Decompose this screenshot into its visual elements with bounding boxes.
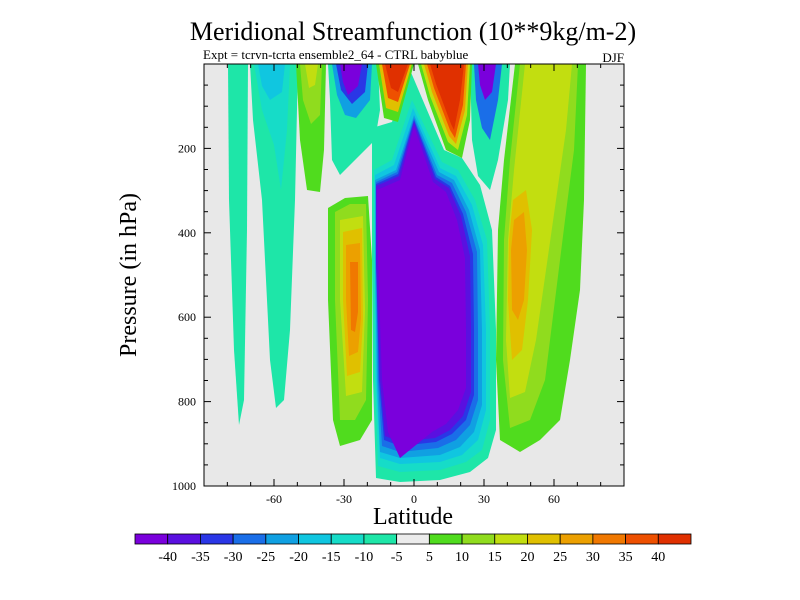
x-tick-label: 0 — [411, 492, 417, 506]
y-axis-label: Pressure (in hPa) — [116, 193, 142, 357]
contour-upper-positive-mid — [300, 64, 322, 124]
colorbar-swatch — [134, 533, 169, 545]
colorbar-swatch — [461, 533, 496, 545]
colorbar-label: 5 — [426, 550, 433, 565]
x-tick-label: -30 — [336, 492, 352, 506]
colorbar-swatch — [559, 533, 594, 545]
colorbar-label: 35 — [619, 550, 633, 565]
y-tick-label: 400 — [178, 226, 196, 240]
colorbar-swatch — [625, 533, 659, 545]
contour-upper-pos-east-40 — [430, 64, 464, 130]
colorbar-swatch — [232, 533, 267, 545]
contour-polar-cell-outer — [250, 64, 298, 408]
y-tick-label: 800 — [178, 395, 196, 409]
colorbar-label: 25 — [553, 550, 567, 565]
colorbar-swatch — [330, 533, 365, 545]
colorbar-label: -30 — [224, 550, 243, 565]
contour-upper-negative-core — [340, 64, 362, 95]
colorbar-label: -25 — [256, 550, 275, 565]
chart-title: Meridional Streamfunction (10**9kg/m-2) — [190, 17, 636, 46]
colorbar-swatch — [527, 533, 561, 545]
contour-field — [228, 64, 586, 482]
contour-upper-pos-west-40 — [385, 64, 408, 92]
x-tick-label: 30 — [478, 492, 490, 506]
colorbar-swatch — [200, 533, 234, 545]
colorbar-swatch — [298, 533, 332, 545]
y-tick-label: 1000 — [172, 479, 196, 493]
contour-upper-positive-core — [305, 64, 318, 88]
season-label: DJF — [602, 50, 624, 65]
contour-polar-cell-inner — [254, 64, 290, 190]
colorbar-label: 10 — [455, 550, 469, 565]
contour-polar-cell-core — [258, 64, 285, 100]
colorbar-label: -20 — [289, 550, 308, 565]
contour-ferrel-nh-30 — [350, 262, 358, 332]
colorbar-label: -10 — [355, 550, 374, 565]
colorbar-label: 15 — [488, 550, 502, 565]
colorbar: -40 -35 -30 -25 -20 -15 -10 -5 5 10 15 20 25 30 35 40 — [134, 533, 692, 565]
colorbar-swatch — [494, 533, 528, 545]
contour-polar-edge — [228, 64, 248, 425]
chart-subtitle: Expt = tcrvn-tcrta ensemble2_64 - CTRL b… — [203, 47, 469, 62]
y-tick-label: 200 — [178, 141, 196, 155]
colorbar-swatch — [167, 533, 201, 545]
colorbar-swatch — [428, 533, 463, 545]
colorbar-label: 20 — [520, 550, 534, 565]
y-axis: 200 400 600 800 1000 — [172, 84, 624, 493]
colorbar-swatch — [396, 533, 430, 545]
colorbar-label: 40 — [651, 550, 665, 565]
colorbar-label: -40 — [158, 550, 177, 565]
x-axis-label: Latitude — [373, 504, 453, 530]
colorbar-swatch — [265, 533, 299, 545]
colorbar-label: 30 — [586, 550, 600, 565]
colorbar-label: -35 — [191, 550, 210, 565]
contour-ferrel-sh-25 — [511, 212, 527, 320]
contour-hadley-40 — [377, 126, 466, 458]
colorbar-swatch — [363, 533, 398, 545]
contour-upper-neg-east-core — [478, 64, 496, 100]
x-tick-label: -60 — [266, 492, 282, 506]
colorbar-label: -5 — [391, 550, 403, 565]
x-tick-label: 60 — [548, 492, 560, 506]
colorbar-label: -15 — [322, 550, 341, 565]
x-axis: -60 -30 0 30 60 — [203, 64, 625, 506]
colorbar-swatch — [592, 533, 626, 545]
colorbar-swatch — [657, 533, 692, 545]
y-tick-label: 600 — [178, 310, 196, 324]
